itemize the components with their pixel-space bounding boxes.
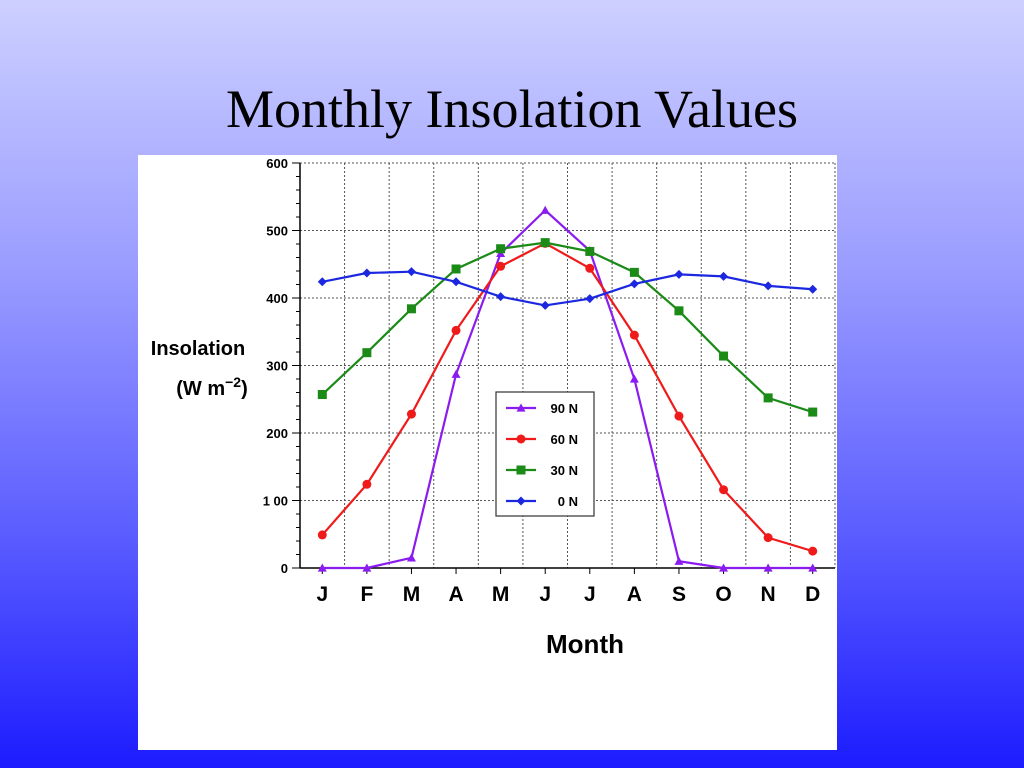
data-point-30-n — [540, 238, 550, 248]
legend-label-0-n: 0 N — [558, 494, 578, 509]
series-line-0-n — [322, 270, 813, 307]
data-point-30-n — [585, 246, 595, 256]
slide-title: Monthly Insolation Values — [226, 79, 798, 139]
legend-label-60-n: 60 N — [551, 432, 578, 447]
y-axis-unit-pre: (W m — [176, 378, 225, 400]
x-axis-label: Month — [546, 629, 624, 659]
insolation-line-chart: 0 1 00 200 300 400 500 600 J F M A M J J A S O N D 90 N 60 … — [151, 156, 836, 659]
y-axis-unit-sup: −2 — [225, 374, 241, 390]
y-tick-label: 400 — [266, 291, 288, 306]
data-point-60-n — [808, 546, 818, 556]
series-0-n — [317, 267, 818, 310]
y-tick-label: 600 — [266, 156, 288, 171]
y-tick-label: 1 00 — [263, 494, 288, 509]
data-point-30-n — [719, 351, 729, 361]
data-point-60-n — [629, 330, 639, 340]
chart-panel: 0 1 00 200 300 400 500 600 J F M A M J J A S O N D 90 N 60 … — [138, 155, 837, 750]
y-axis-unit: (W m−2) — [176, 374, 248, 400]
data-point-30-n — [451, 264, 461, 274]
data-point-60-n — [763, 533, 773, 543]
data-point-0-n — [674, 269, 684, 279]
x-tick-label: J — [316, 583, 328, 606]
y-tick-label: 200 — [266, 426, 288, 441]
data-point-0-n — [496, 292, 506, 302]
legend-label-90-n: 90 N — [551, 401, 578, 416]
data-point-0-n — [540, 300, 550, 310]
data-point-60-n — [317, 530, 327, 540]
x-tick-label: A — [627, 583, 642, 606]
data-point-30-n — [808, 407, 818, 417]
data-point-60-n — [674, 411, 684, 421]
series — [317, 205, 818, 572]
data-point-0-n — [406, 267, 416, 277]
data-point-0-n — [763, 281, 773, 291]
x-tick-label: M — [492, 583, 510, 606]
data-point-0-n — [719, 271, 729, 281]
data-point-30-n — [496, 244, 506, 254]
data-point-90-n — [406, 553, 416, 562]
data-point-90-n — [362, 563, 372, 572]
data-point-0-n — [362, 268, 372, 278]
data-point-0-n — [585, 294, 595, 304]
axis-labels: Insolation (W m−2) Month — [151, 338, 624, 659]
x-tick-label: D — [805, 583, 820, 606]
legend-marker-30-n — [516, 465, 526, 475]
data-point-30-n — [406, 304, 416, 314]
y-axis-label: Insolation — [151, 338, 245, 360]
series-line-90-n — [322, 208, 813, 570]
x-tick-label: F — [360, 583, 373, 606]
data-point-30-n — [674, 306, 684, 316]
x-tick-label: J — [584, 583, 596, 606]
x-tick-label: O — [715, 583, 731, 606]
data-point-60-n — [719, 485, 729, 495]
x-tick-label: M — [403, 583, 421, 606]
data-point-90-n — [317, 563, 327, 572]
data-point-90-n — [763, 563, 773, 572]
series-30-n — [317, 238, 818, 417]
data-point-60-n — [585, 263, 595, 273]
data-point-60-n — [362, 479, 372, 489]
data-point-0-n — [629, 279, 639, 289]
x-tick-label: A — [448, 583, 463, 606]
legend: 90 N 60 N 30 N 0 N — [495, 391, 595, 517]
data-point-90-n — [674, 556, 684, 565]
data-point-60-n — [451, 325, 461, 335]
data-point-30-n — [629, 267, 639, 277]
data-point-90-n — [629, 374, 639, 383]
data-point-90-n — [540, 205, 550, 214]
data-point-90-n — [451, 369, 461, 378]
data-point-0-n — [317, 277, 327, 287]
y-tick-label: 500 — [266, 224, 288, 239]
x-tick-label: S — [672, 583, 686, 606]
y-tick-label: 0 — [281, 561, 288, 576]
legend-marker-60-n — [516, 434, 526, 444]
data-point-60-n — [406, 409, 416, 419]
data-point-60-n — [496, 261, 506, 271]
legend-label-30-n: 30 N — [551, 463, 578, 478]
data-point-90-n — [808, 563, 818, 572]
data-point-30-n — [763, 393, 773, 403]
data-point-30-n — [362, 348, 372, 358]
legend-marker-0-n — [516, 496, 526, 506]
y-axis-unit-post: ) — [241, 378, 248, 400]
x-tick-label: N — [761, 583, 776, 606]
y-tick-label: 300 — [266, 359, 288, 374]
axes: 0 1 00 200 300 400 500 600 J F M A M J J A S O N D — [263, 156, 835, 606]
data-point-90-n — [719, 563, 729, 572]
x-tick-label: J — [539, 583, 551, 606]
data-point-0-n — [451, 277, 461, 287]
legend-box — [495, 391, 595, 517]
data-point-30-n — [317, 390, 327, 400]
data-point-0-n — [808, 284, 818, 294]
legend-marker-90-n — [516, 403, 526, 412]
series-line-60-n — [321, 242, 814, 553]
series-line-30-n — [321, 241, 814, 414]
